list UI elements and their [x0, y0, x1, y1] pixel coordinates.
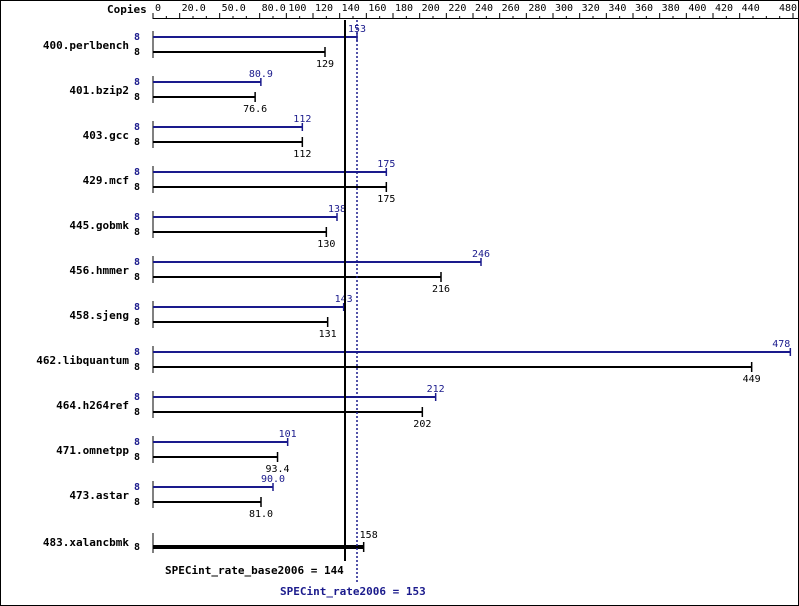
tick-label: 200: [422, 3, 440, 14]
base-copies: 8: [134, 182, 140, 193]
benchmark-row: 462.libquantum 8 478 8 449: [36, 339, 792, 385]
peak-copies: 8: [134, 257, 140, 268]
peak-copies: 8: [134, 437, 140, 448]
tick-label: 480: [779, 3, 797, 14]
axis-ticks: 0 20.0 50.0 80.0 100 120 140 160 180 200 220 240 260…: [152, 3, 797, 19]
benchmark-row: 483.xalancbmk 8 158: [43, 530, 378, 553]
benchmark-label: 445.gobmk: [69, 219, 129, 232]
peak-copies: 8: [134, 32, 140, 43]
benchmark-label: 462.libquantum: [36, 354, 129, 367]
peak-summary-label: SPECint_rate2006 = 153: [280, 585, 426, 598]
tick-label: 180: [395, 3, 413, 14]
benchmark-row: 403.gcc 8 112 8 112: [83, 114, 312, 160]
tick-label: 260: [502, 3, 520, 14]
peak-value-label: 138: [328, 204, 346, 215]
tick-label: 420: [715, 3, 733, 14]
benchmark-label: 483.xalancbmk: [43, 536, 129, 549]
peak-copies: 8: [134, 122, 140, 133]
base-value-label: 202: [413, 419, 431, 430]
peak-copies: 8: [134, 347, 140, 358]
tick-label: 120: [315, 3, 333, 14]
peak-copies: 8: [134, 77, 140, 88]
tick-label: 240: [475, 3, 493, 14]
benchmark-row: 471.omnetpp 8 101 8 93.4: [56, 429, 297, 475]
benchmark-label: 401.bzip2: [69, 84, 129, 97]
benchmark-label: 400.perlbench: [43, 39, 129, 52]
reference-lines: [344, 20, 358, 583]
benchmark-label: 458.sjeng: [69, 309, 129, 322]
base-value-label: 158: [360, 530, 378, 541]
base-copies: 8: [134, 272, 140, 283]
base-value-label: 131: [319, 329, 337, 340]
base-copies: 8: [134, 497, 140, 508]
peak-value-label: 101: [279, 429, 297, 440]
benchmark-label: 473.astar: [69, 489, 129, 502]
base-copies: 8: [134, 542, 140, 553]
benchmark-row: 456.hmmer 8 246 8 216: [69, 249, 490, 295]
peak-copies: 8: [134, 167, 140, 178]
peak-value-label: 112: [293, 114, 311, 125]
peak-value-label: 143: [335, 294, 353, 305]
base-value-label: 112: [293, 149, 311, 160]
base-copies: 8: [134, 92, 140, 103]
benchmark-row: 464.h264ref 8 212 8 202: [56, 384, 445, 430]
benchmark-row: 401.bzip2 8 80.9 8 76.6: [69, 69, 273, 115]
base-value-label: 130: [317, 239, 335, 250]
tick-label: 300: [555, 3, 573, 14]
tick-label: 100: [288, 3, 306, 14]
bars: 400.perlbench81538129401.bzip2880.9876.6…: [36, 24, 792, 553]
benchmark-row: 473.astar 8 90.0 8 81.0: [69, 474, 285, 520]
base-value-label: 175: [377, 194, 395, 205]
tick-label: 320: [582, 3, 600, 14]
tick-label: 340: [608, 3, 626, 14]
peak-copies: 8: [134, 212, 140, 223]
benchmark-label: 464.h264ref: [56, 399, 129, 412]
peak-copies: 8: [134, 302, 140, 313]
base-summary-label: SPECint_rate_base2006 = 144: [165, 564, 344, 577]
tick-label: 0: [155, 3, 161, 14]
tick-label: 140: [342, 3, 360, 14]
benchmark-label: 429.mcf: [83, 174, 129, 187]
tick-label: 380: [662, 3, 680, 14]
peak-value-label: 212: [427, 384, 445, 395]
tick-label: 80.0: [262, 3, 286, 14]
benchmark-row: 400.perlbench81538129: [43, 24, 366, 70]
benchmark-row: 429.mcf 8 175 8 175: [83, 159, 396, 205]
tick-label: 280: [528, 3, 546, 14]
peak-value-label: 175: [377, 159, 395, 170]
base-value-label: 216: [432, 284, 450, 295]
base-copies: 8: [134, 362, 140, 373]
benchmark-label: 456.hmmer: [69, 264, 129, 277]
base-copies: 8: [134, 452, 140, 463]
base-copies: 8: [134, 47, 140, 58]
base-copies: 8: [134, 317, 140, 328]
tick-label: 160: [368, 3, 386, 14]
peak-value-label: 246: [472, 249, 490, 260]
base-copies: 8: [134, 227, 140, 238]
tick-label: 20.0: [182, 3, 206, 14]
benchmark-label: 403.gcc: [83, 129, 129, 142]
peak-copies: 8: [134, 392, 140, 403]
base-value-label: 81.0: [249, 509, 273, 520]
tick-label: 440: [742, 3, 760, 14]
base-value-label: 93.4: [265, 464, 289, 475]
base-value-label: 129: [316, 59, 334, 70]
tick-label: 50.0: [222, 3, 246, 14]
base-copies: 8: [134, 407, 140, 418]
peak-value-label: 90.0: [261, 474, 285, 485]
peak-value-label: 478: [772, 339, 790, 350]
peak-copies: 8: [134, 482, 140, 493]
benchmark-label: 471.omnetpp: [56, 444, 129, 457]
tick-label: 400: [688, 3, 706, 14]
base-value-label: 449: [743, 374, 761, 385]
tick-label: 220: [448, 3, 466, 14]
base-copies: 8: [134, 137, 140, 148]
benchmark-row: 445.gobmk 8 138 8 130: [69, 204, 346, 250]
peak-value-label: 80.9: [249, 69, 273, 80]
tick-label: 360: [635, 3, 653, 14]
base-value-label: 76.6: [243, 104, 267, 115]
benchmark-row: 458.sjeng 8 143 8 131: [69, 294, 352, 340]
copies-header: Copies: [107, 3, 147, 16]
